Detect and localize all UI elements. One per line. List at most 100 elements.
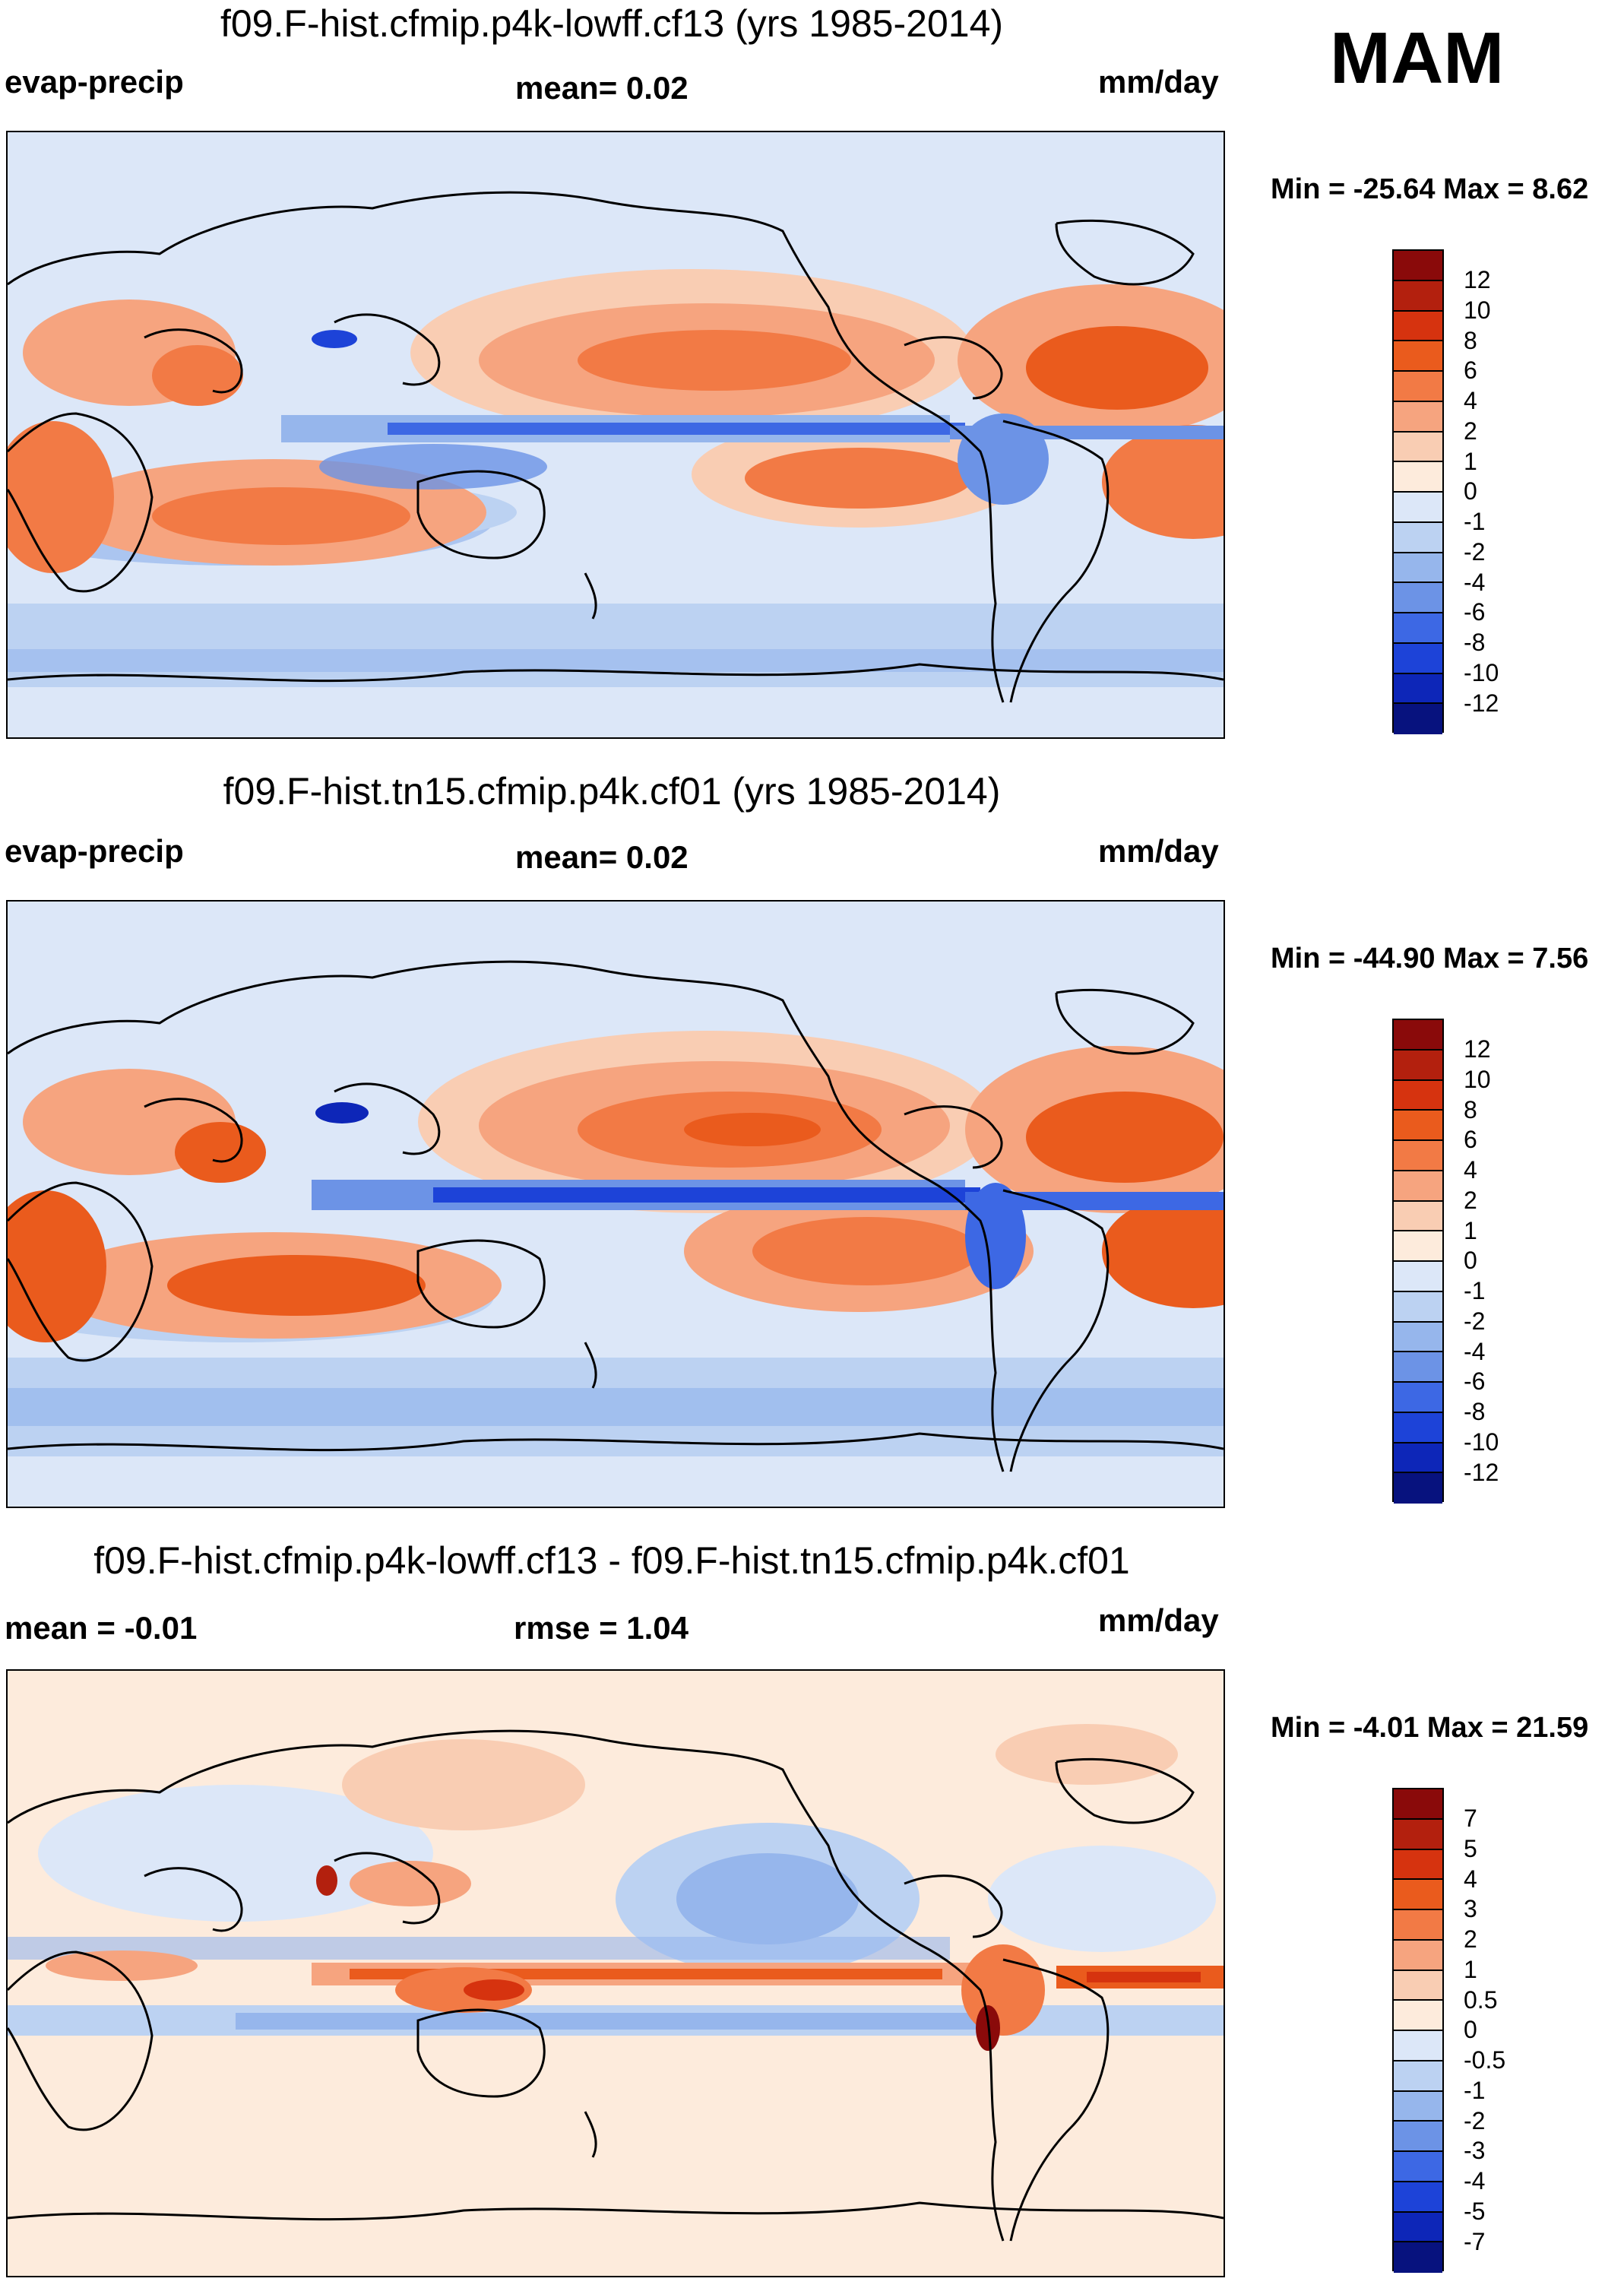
min-max-label: Min = -44.90 Max = 7.56	[1271, 943, 1589, 974]
colorbar-box	[1394, 1201, 1442, 1232]
colorbar-box	[1394, 493, 1442, 523]
colorbar-label: 2	[1464, 1925, 1477, 1953]
colorbar-label: 0	[1464, 1247, 1477, 1275]
colorbar-label: 12	[1464, 266, 1491, 293]
colorbar	[1392, 249, 1444, 734]
colorbar-box	[1394, 1473, 1442, 1504]
colorbar-box	[1394, 2001, 1442, 2031]
colorbar-label: 8	[1464, 326, 1477, 354]
colorbar-label: -12	[1464, 1458, 1499, 1486]
colorbar-box	[1394, 583, 1442, 613]
colorbar-label: 2	[1464, 417, 1477, 445]
colorbar-box	[1394, 2031, 1442, 2061]
colorbar-box	[1394, 1940, 1442, 1971]
colorbar-box	[1394, 613, 1442, 644]
colorbar-label: 12	[1464, 1035, 1491, 1063]
colorbar-box	[1394, 1231, 1442, 1262]
colorbar-box	[1394, 1383, 1442, 1413]
units-label: mm/day	[1098, 833, 1219, 869]
colorbar-box	[1394, 704, 1442, 734]
colorbar-label: 7	[1464, 1805, 1477, 1832]
colorbar-label: 6	[1464, 357, 1477, 385]
colorbar-label: -3	[1464, 2137, 1486, 2165]
map-panel-1	[6, 131, 1225, 739]
colorbar-box	[1394, 1352, 1442, 1383]
colorbar-label: -0.5	[1464, 2046, 1506, 2074]
colorbar-label: -6	[1464, 598, 1486, 626]
colorbar-box	[1394, 1262, 1442, 1292]
colorbar-label: 1	[1464, 447, 1477, 475]
colorbar	[1392, 1788, 1444, 2273]
colorbar-label: -8	[1464, 1398, 1486, 1425]
panel-title: f09.F-hist.tn15.cfmip.p4k.cf01 (yrs 1985…	[223, 770, 1001, 813]
colorbar-box	[1394, 432, 1442, 463]
colorbar-box	[1394, 553, 1442, 584]
units-label: mm/day	[1098, 1602, 1219, 1638]
colorbar-box	[1394, 673, 1442, 705]
colorbar-label: -2	[1464, 1307, 1486, 1335]
colorbar-box	[1394, 1970, 1442, 2001]
contour-map	[8, 1671, 1224, 2276]
colorbar-box	[1394, 1443, 1442, 1474]
colorbar-box	[1394, 643, 1442, 674]
map-panel-3	[6, 1669, 1225, 2277]
colorbar-box	[1394, 1849, 1442, 1881]
colorbar-label: 6	[1464, 1126, 1477, 1154]
colorbar-label: 5	[1464, 1834, 1477, 1862]
colorbar-box	[1394, 2091, 1442, 2122]
mean-label: mean= 0.02	[515, 839, 689, 875]
colorbar-box	[1394, 1141, 1442, 1171]
colorbar-box	[1394, 280, 1442, 312]
colorbar-label: 1	[1464, 1955, 1477, 1983]
colorbar-label: -2	[1464, 2106, 1486, 2134]
rmse-label: rmse = 1.04	[514, 1610, 689, 1646]
colorbar-box	[1394, 1789, 1442, 1820]
colorbar-label: 8	[1464, 1095, 1477, 1123]
colorbar-box	[1394, 341, 1442, 372]
colorbar-box	[1394, 401, 1442, 433]
colorbar-label: -5	[1464, 2197, 1486, 2225]
colorbar-label: 0	[1464, 477, 1477, 505]
colorbar-box	[1394, 1412, 1442, 1443]
mean-label: mean = -0.01	[5, 1610, 198, 1646]
colorbar-box	[1394, 1322, 1442, 1353]
colorbar-label: -8	[1464, 629, 1486, 656]
colorbar-label: 2	[1464, 1186, 1477, 1214]
colorbar-label: -10	[1464, 1428, 1499, 1456]
colorbar-label: 10	[1464, 296, 1491, 324]
min-max-label: Min = -25.64 Max = 8.62	[1271, 173, 1589, 205]
colorbar-label: 1	[1464, 1216, 1477, 1244]
colorbar-box	[1394, 311, 1442, 342]
units-label: mm/day	[1098, 64, 1219, 100]
colorbar-box	[1394, 1291, 1442, 1323]
colorbar-label: 10	[1464, 1065, 1491, 1093]
colorbar-label: -4	[1464, 568, 1486, 596]
colorbar-label: -4	[1464, 2167, 1486, 2195]
colorbar-label: 0.5	[1464, 1985, 1498, 2014]
colorbar-label: 4	[1464, 1156, 1477, 1184]
colorbar-label: 4	[1464, 1865, 1477, 1893]
season-label: MAM	[1330, 17, 1505, 99]
mean-label: mean= 0.02	[515, 70, 689, 106]
map-panel-2	[6, 900, 1225, 1508]
colorbar-label: -7	[1464, 2227, 1486, 2255]
colorbar-box	[1394, 1880, 1442, 1910]
colorbar-box	[1394, 251, 1442, 281]
colorbar-label: -1	[1464, 508, 1486, 535]
colorbar-label: -1	[1464, 1277, 1486, 1304]
colorbar-box	[1394, 1910, 1442, 1941]
colorbar-label: -4	[1464, 1337, 1486, 1365]
colorbar-box	[1394, 1819, 1442, 1850]
panel-title: f09.F-hist.cfmip.p4k-lowff.cf13 (yrs 198…	[220, 2, 1004, 45]
panel-title: f09.F-hist.cfmip.p4k-lowff.cf13 - f09.F-…	[93, 1539, 1130, 1582]
colorbar-label: 0	[1464, 2016, 1477, 2044]
variable-label: evap-precip	[5, 833, 184, 869]
variable-label: evap-precip	[5, 64, 184, 100]
colorbar-box	[1394, 522, 1442, 553]
colorbar-box	[1394, 1111, 1442, 1141]
colorbar-label: -10	[1464, 658, 1499, 686]
min-max-label: Min = -4.01 Max = 21.59	[1271, 1712, 1589, 1744]
colorbar-box	[1394, 372, 1442, 402]
colorbar-label: -1	[1464, 2076, 1486, 2104]
colorbar-label: -12	[1464, 689, 1499, 717]
